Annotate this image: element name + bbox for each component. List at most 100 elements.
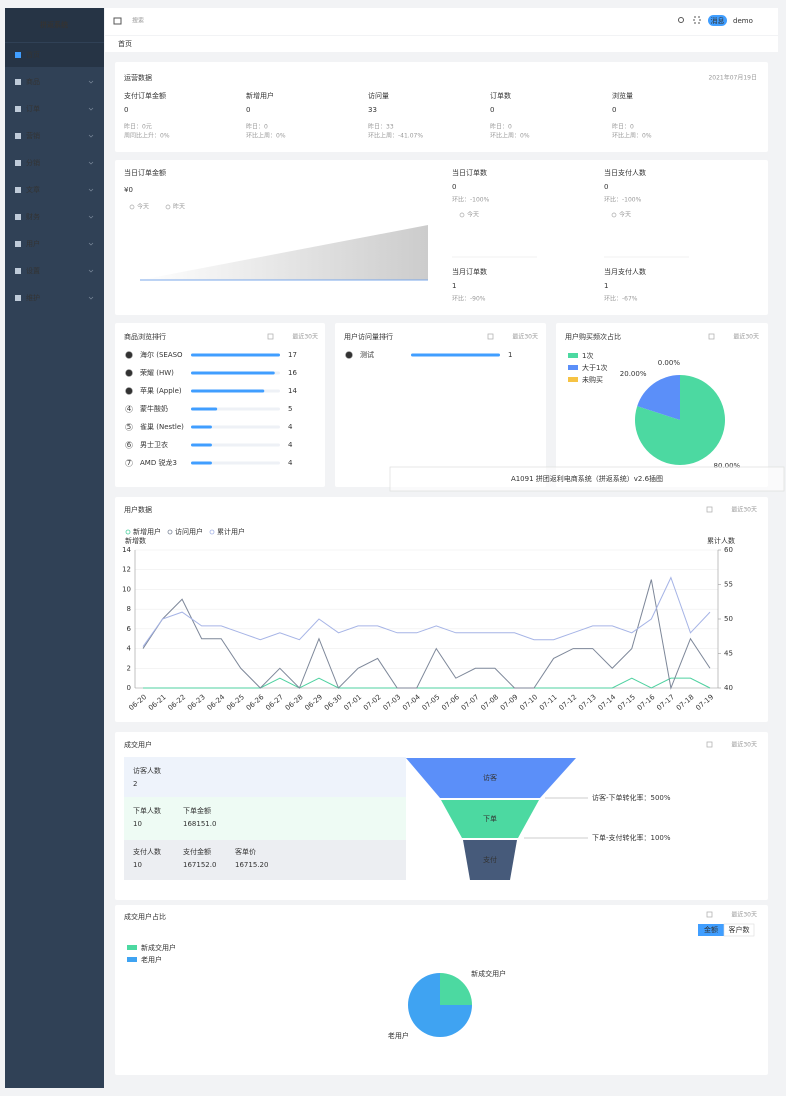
legend-text: 新成交用户	[141, 943, 176, 952]
stat-sub: 环比上周：0%	[612, 132, 652, 140]
menu-arrow	[88, 80, 94, 84]
stat-value: 0	[490, 106, 494, 114]
filter[interactable]: 最近30天	[731, 741, 757, 749]
pie-label: 80.00%	[714, 462, 741, 470]
y-tick-label: 2	[127, 664, 131, 672]
stat-label: 订单数	[490, 91, 511, 100]
button-active[interactable]	[698, 924, 724, 936]
order-area	[140, 225, 428, 280]
rank-card	[335, 323, 546, 487]
menu-icon	[15, 52, 21, 58]
card-title: 运营数据	[124, 73, 152, 82]
menu-item[interactable]: 财务	[26, 212, 40, 221]
rank-value: 1	[508, 351, 512, 359]
mini-value: 1	[604, 282, 608, 290]
user-name[interactable]: demo	[733, 17, 753, 25]
menu-item[interactable]: 维护	[26, 293, 40, 302]
menu-icon	[15, 106, 21, 112]
sidebar	[5, 8, 104, 1088]
menu-active	[5, 43, 104, 67]
stage-label: 下单	[483, 814, 497, 823]
filter[interactable]: 最近30天	[731, 506, 757, 514]
calendar-icon	[267, 333, 274, 340]
stats-date: 2021年07月19日	[708, 74, 757, 82]
tab[interactable]: 首页	[118, 39, 132, 48]
button[interactable]	[723, 923, 755, 937]
stat-label: 浏览量	[612, 91, 633, 100]
menu-item[interactable]: 订单	[26, 104, 40, 113]
logo-bg	[5, 8, 104, 42]
rank-badge	[125, 369, 133, 377]
fullscreen-icon[interactable]	[693, 16, 701, 24]
menu-item[interactable]: 用户	[26, 239, 40, 248]
menu-icon	[15, 133, 21, 139]
bar-track	[191, 425, 280, 429]
card-title: 成交用户	[124, 740, 152, 749]
series-line	[142, 579, 711, 690]
card-title: 用户访问量排行	[344, 332, 393, 341]
menu-item[interactable]: 商品	[26, 77, 40, 86]
stats-card	[115, 62, 768, 152]
stat-sub: 昨日：0	[612, 123, 634, 131]
card-title: 成交用户占比	[124, 912, 166, 921]
stat-sub: 昨日：0元	[124, 123, 152, 131]
funnel-stage	[441, 800, 539, 838]
menu-item[interactable]: 首页	[26, 50, 40, 59]
filter[interactable]: 最近30天	[512, 333, 538, 341]
rank-badge	[125, 423, 133, 431]
mini-sub: 环比：-67%	[604, 295, 638, 303]
card-title: 当日订单金额	[124, 168, 166, 177]
badge[interactable]	[708, 15, 727, 26]
menu-item[interactable]: 分销	[26, 158, 40, 167]
rank-value: 14	[288, 387, 297, 395]
legend-text: 老用户	[141, 955, 162, 964]
legend-swatch	[127, 945, 137, 950]
menu-icon	[15, 79, 21, 85]
filter[interactable]: 最近30天	[731, 911, 757, 919]
y-tick-label: 4	[127, 645, 132, 653]
legend-dot	[125, 529, 131, 535]
menu-arrow	[88, 242, 94, 246]
bar	[191, 443, 212, 447]
menu-item[interactable]: 文章	[26, 185, 40, 194]
y-tick-label: 6	[127, 625, 132, 633]
menu-item[interactable]: 设置	[26, 266, 40, 275]
legend-text[interactable]: 新增用户	[133, 527, 161, 536]
filter[interactable]: 最近30天	[733, 333, 759, 341]
legend-swatch	[568, 377, 578, 382]
badge-text: 消息	[711, 16, 725, 25]
legend-text: 未购买	[582, 375, 603, 384]
pie-slice	[408, 973, 472, 1037]
stat-label: 支付订单金额	[124, 91, 166, 100]
legend-text: 昨天	[173, 203, 185, 211]
funnel-label: 下单人数	[133, 806, 161, 815]
bar	[191, 425, 212, 429]
filter[interactable]: 最近30天	[292, 333, 318, 341]
legend-dot	[611, 212, 617, 218]
card-title: 用户购买频次占比	[565, 332, 621, 341]
funnel-value: 2	[133, 780, 137, 788]
tabbar	[105, 36, 778, 52]
axis-title: 新增数	[125, 536, 146, 545]
bar	[191, 461, 212, 465]
menu-icon	[15, 268, 21, 274]
pie-label: 0.00%	[658, 359, 681, 367]
search-input[interactable]: 搜索	[132, 17, 144, 25]
y-tick-label: 0	[127, 684, 131, 692]
legend-text[interactable]: 累计用户	[217, 527, 245, 536]
legend-text[interactable]: 访问用户	[175, 527, 203, 536]
menu-icon	[15, 160, 21, 166]
calendar-icon	[487, 333, 494, 340]
funnel-value: 10	[133, 820, 142, 828]
series-line	[143, 677, 711, 689]
stat-sub: 环比上周：-41.07%	[368, 132, 423, 140]
rank-number: 5	[127, 423, 131, 431]
row-bg	[124, 840, 406, 880]
search-icon[interactable]	[678, 17, 684, 23]
funnel-label: 支付金额	[183, 847, 211, 856]
bar	[191, 353, 280, 357]
rank-name: 海尔 (SEASO	[140, 350, 183, 359]
menu-item[interactable]: 营销	[26, 131, 40, 140]
funnel-stage	[406, 758, 576, 798]
watermark: A1091 拼团返利电商系统（拼返系统）v2.6插图	[511, 474, 663, 483]
